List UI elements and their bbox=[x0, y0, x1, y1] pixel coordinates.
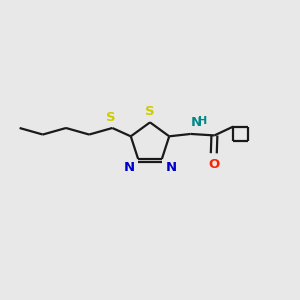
Text: H: H bbox=[198, 116, 207, 126]
Text: S: S bbox=[106, 111, 116, 124]
Text: N: N bbox=[123, 161, 135, 174]
Text: S: S bbox=[145, 105, 155, 118]
Text: N: N bbox=[165, 161, 177, 174]
Text: N: N bbox=[191, 116, 202, 129]
Text: O: O bbox=[208, 158, 219, 171]
